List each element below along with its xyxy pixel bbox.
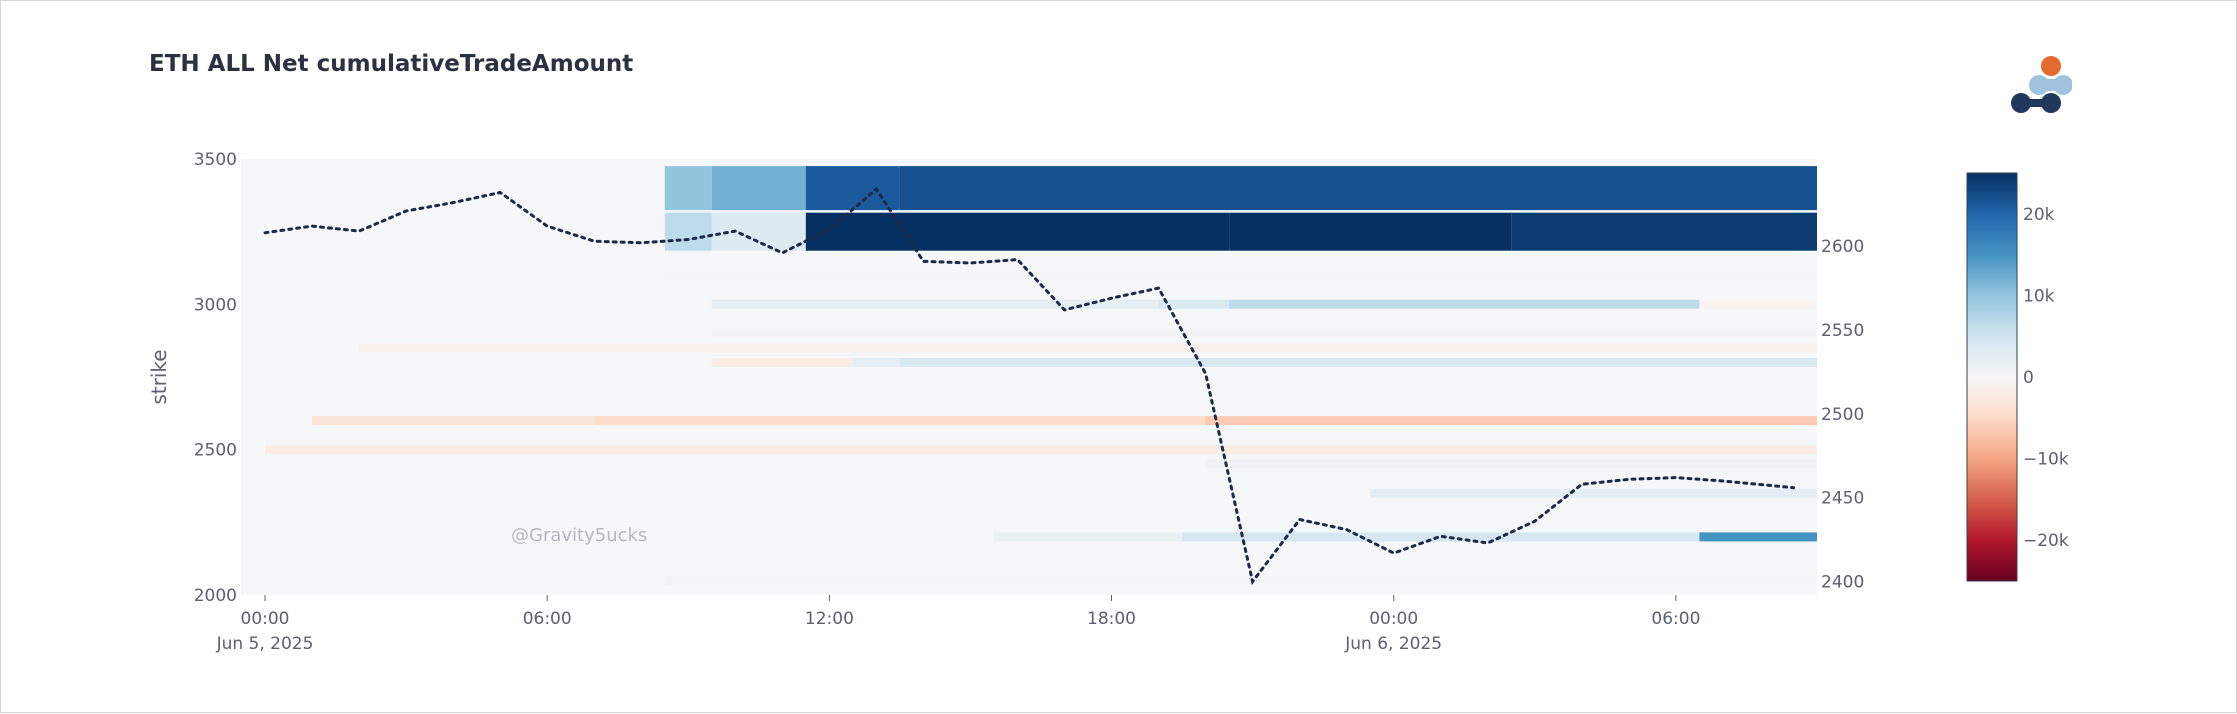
colorbar-tick-label: −20k (2023, 531, 2069, 551)
y2-tick-label: 2500 (1821, 405, 1864, 425)
heatmap-cell (1229, 212, 1512, 251)
heatmap-cell (711, 328, 1817, 338)
heatmap-cell (265, 445, 1817, 455)
heatmap-cell (664, 212, 712, 251)
heatmap-cell (994, 532, 1183, 542)
x-tick-label: 06:00 (1651, 609, 1700, 629)
heatmap-cell (1182, 532, 1700, 542)
heatmap-cell (1158, 299, 1230, 309)
heatmap-cell (664, 166, 712, 211)
y2-tick-label: 2600 (1821, 237, 1864, 257)
heatmap-cell (899, 358, 1817, 367)
y-axis-title: strike (147, 349, 171, 404)
x-tick-date-label: Jun 5, 2025 (216, 634, 314, 654)
y-tick-label: 2000 (194, 586, 237, 606)
x-tick-label: 12:00 (805, 609, 854, 629)
heatmap-cell (312, 416, 595, 426)
colorbar-tick-label: 10k (2023, 286, 2055, 306)
colorbar-tick-label: 0 (2023, 368, 2034, 388)
x-tick-label: 18:00 (1087, 609, 1136, 629)
price-line (263, 186, 1795, 586)
heatmap-cell (1229, 299, 1700, 309)
heatmap-cell (852, 358, 900, 367)
y2-tick-label: 2450 (1821, 489, 1864, 509)
heatmap-cell (899, 166, 1817, 211)
y-tick-label: 3500 (194, 150, 237, 170)
heatmap-cell (1370, 488, 1817, 498)
y-tick-label: 2500 (194, 441, 237, 461)
x-tick-label: 00:00 (241, 609, 290, 629)
heatmap-cell (359, 343, 1818, 353)
heatmap-cell (1699, 299, 1817, 309)
y2-tick-label: 2400 (1821, 573, 1864, 593)
colorbar-tick-label: −10k (2023, 450, 2069, 470)
colorbar (1966, 172, 2018, 582)
heatmap-cell (1205, 416, 1817, 426)
heatmap-cell (1205, 459, 1817, 469)
y-tick-label: 3000 (194, 295, 237, 315)
heatmap-cell (594, 416, 1206, 426)
heatmap-cell (711, 166, 806, 211)
heatmap-cell (711, 358, 853, 367)
heatmap-cell (711, 299, 1159, 309)
watermark-text: @Gravity5ucks (511, 525, 648, 546)
heatmap-cell (1699, 532, 1817, 542)
chart-title: ETH ALL Net cumulativeTradeAmount (149, 51, 634, 77)
heatmap-cell (1511, 212, 1817, 251)
x-tick-label: 06:00 (523, 609, 572, 629)
brand-logo-icon (2011, 56, 2072, 113)
colorbar-tick-label: 20k (2023, 205, 2055, 225)
x-tick-date-label: Jun 6, 2025 (1344, 634, 1442, 654)
y2-tick-label: 2550 (1821, 321, 1864, 341)
heatmap-cell (664, 270, 1817, 280)
x-tick-label: 00:00 (1369, 609, 1418, 629)
heatmap-cell (664, 576, 1817, 585)
heatmap-cell (805, 212, 1230, 251)
